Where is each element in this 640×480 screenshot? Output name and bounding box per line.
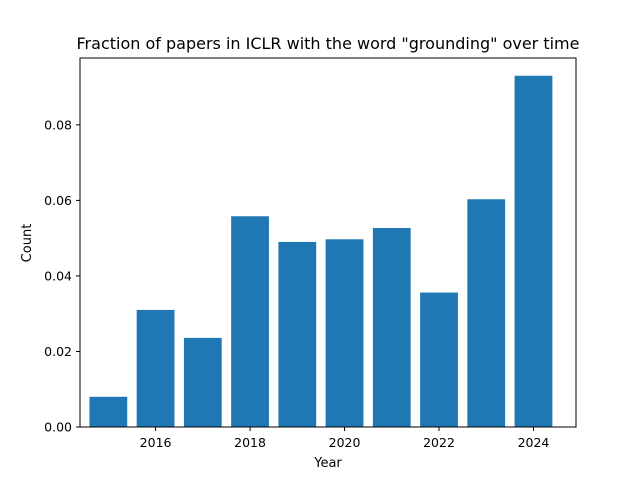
y-tick-label: 0.04 <box>44 268 72 283</box>
y-tick-label: 0.06 <box>44 193 72 208</box>
x-tick-label: 2018 <box>234 435 266 450</box>
axes-layer: 2016 2018 2020 2022 2024 0.00 0.02 0.04 0.06 0.08 <box>44 57 577 450</box>
bar-2015 <box>89 396 128 427</box>
plot-frame <box>79 57 577 428</box>
x-tick-label: 2016 <box>140 435 172 450</box>
y-tick-label: 0.08 <box>44 117 72 132</box>
y-tick-label: 0.02 <box>44 344 72 359</box>
bar-2016 <box>136 309 175 427</box>
y-tick-label: 0.00 <box>44 420 72 435</box>
x-tick-label: 2024 <box>518 435 550 450</box>
bar-2017 <box>183 337 222 427</box>
bar-2021 <box>372 227 411 427</box>
bar-2022 <box>420 292 458 427</box>
x-tick-label: 2020 <box>329 435 361 450</box>
chart-title: Fraction of papers in ICLR with the word… <box>77 34 580 53</box>
bar-2018 <box>231 216 269 427</box>
bar-2019 <box>278 241 317 427</box>
bar-2024 <box>514 75 553 427</box>
x-tick-label: 2022 <box>423 435 455 450</box>
bar-2023 <box>467 199 506 427</box>
bars-layer <box>89 75 553 427</box>
bar-2020 <box>325 239 364 427</box>
y-axis-label: Count <box>20 224 35 263</box>
x-axis-label: Year <box>313 456 342 471</box>
